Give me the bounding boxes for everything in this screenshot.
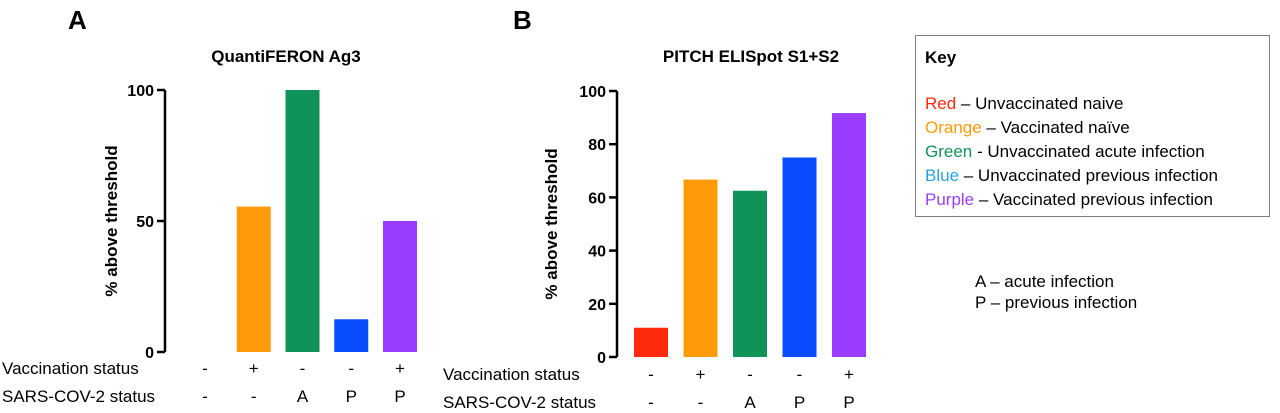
bar-green <box>733 190 767 357</box>
vaccination-value: + <box>844 365 854 384</box>
bar-red <box>634 327 668 357</box>
sars-row-label: SARS-COV-2 status <box>443 393 596 412</box>
vaccination-value: - <box>202 359 208 378</box>
vaccination-value: - <box>348 359 354 378</box>
abbrev-previous: P – previous infection <box>975 293 1138 312</box>
key-box: Key Red – Unvaccinated naive Orange – Va… <box>915 35 1270 217</box>
key-entry-blue: Blue – Unvaccinated previous infection <box>925 166 1218 186</box>
y-tick-label: 20 <box>588 297 606 314</box>
vaccination-row-label: Vaccination status <box>2 359 139 378</box>
sars-status-value: - <box>202 387 208 406</box>
vaccination-value: - <box>747 365 753 384</box>
sars-status-value: A <box>297 387 309 406</box>
key-entry-orange: Orange – Vaccinated naïve <box>925 118 1130 138</box>
bar-purple <box>832 113 866 357</box>
bar-blue <box>334 319 369 352</box>
sars-status-value: - <box>698 393 704 412</box>
vaccination-value: + <box>395 359 405 378</box>
vaccination-value: - <box>648 365 654 384</box>
vaccination-value: - <box>300 359 306 378</box>
key-color-word: Orange <box>925 118 982 137</box>
y-tick-label: 0 <box>145 345 154 362</box>
chart-title: PITCH ELISpot S1+S2 <box>663 47 839 66</box>
key-entry-red: Red – Unvaccinated naive <box>925 94 1123 114</box>
y-tick-label: 40 <box>588 244 606 261</box>
sars-status-value: - <box>648 393 654 412</box>
panel-label: A <box>68 5 87 35</box>
key-description: - Unvaccinated acute infection <box>972 142 1205 161</box>
key-color-word: Purple <box>925 190 975 209</box>
y-tick-label: 100 <box>579 84 606 101</box>
sars-row-label: SARS-COV-2 status <box>2 387 155 406</box>
bar-purple <box>383 221 417 352</box>
key-description: – Unvaccinated naive <box>956 94 1124 113</box>
key-color-word: Blue <box>925 166 960 185</box>
y-tick-label: 50 <box>136 214 154 231</box>
sars-status-value: P <box>346 387 357 406</box>
key-title: Key <box>925 48 957 67</box>
vaccination-value: - <box>797 365 803 384</box>
panel-label: B <box>513 5 532 35</box>
y-axis-label: % above threshold <box>102 145 121 296</box>
y-tick-label: 80 <box>588 137 606 154</box>
y-tick-label: 100 <box>127 83 154 100</box>
bar-blue <box>782 157 817 357</box>
sars-status-value: P <box>394 387 405 406</box>
abbrev-acute: A – acute infection <box>975 272 1114 291</box>
key-entry-purple: Purple – Vaccinated previous infection <box>925 190 1213 210</box>
key-description: – Vaccinated previous infection <box>974 190 1213 209</box>
key-entry-green: Green - Unvaccinated acute infection <box>925 142 1205 162</box>
bar-orange <box>236 206 271 352</box>
y-tick-label: 0 <box>597 350 606 367</box>
bar-green <box>285 90 320 352</box>
sars-status-value: P <box>843 393 854 412</box>
key-description: – Vaccinated naïve <box>981 118 1130 137</box>
sars-status-value: - <box>251 387 257 406</box>
y-axis-label: % above threshold <box>542 148 561 299</box>
sars-status-value: A <box>744 393 756 412</box>
vaccination-value: + <box>696 365 706 384</box>
sars-status-value: P <box>794 393 805 412</box>
key-description: – Unvaccinated previous infection <box>959 166 1218 185</box>
bar-orange <box>683 179 718 357</box>
key-color-word: Red <box>925 94 957 113</box>
y-tick-label: 60 <box>588 190 606 207</box>
vaccination-value: + <box>249 359 259 378</box>
key-color-word: Green <box>925 142 973 161</box>
vaccination-row-label: Vaccination status <box>443 365 580 384</box>
chart-title: QuantiFERON Ag3 <box>211 47 361 66</box>
